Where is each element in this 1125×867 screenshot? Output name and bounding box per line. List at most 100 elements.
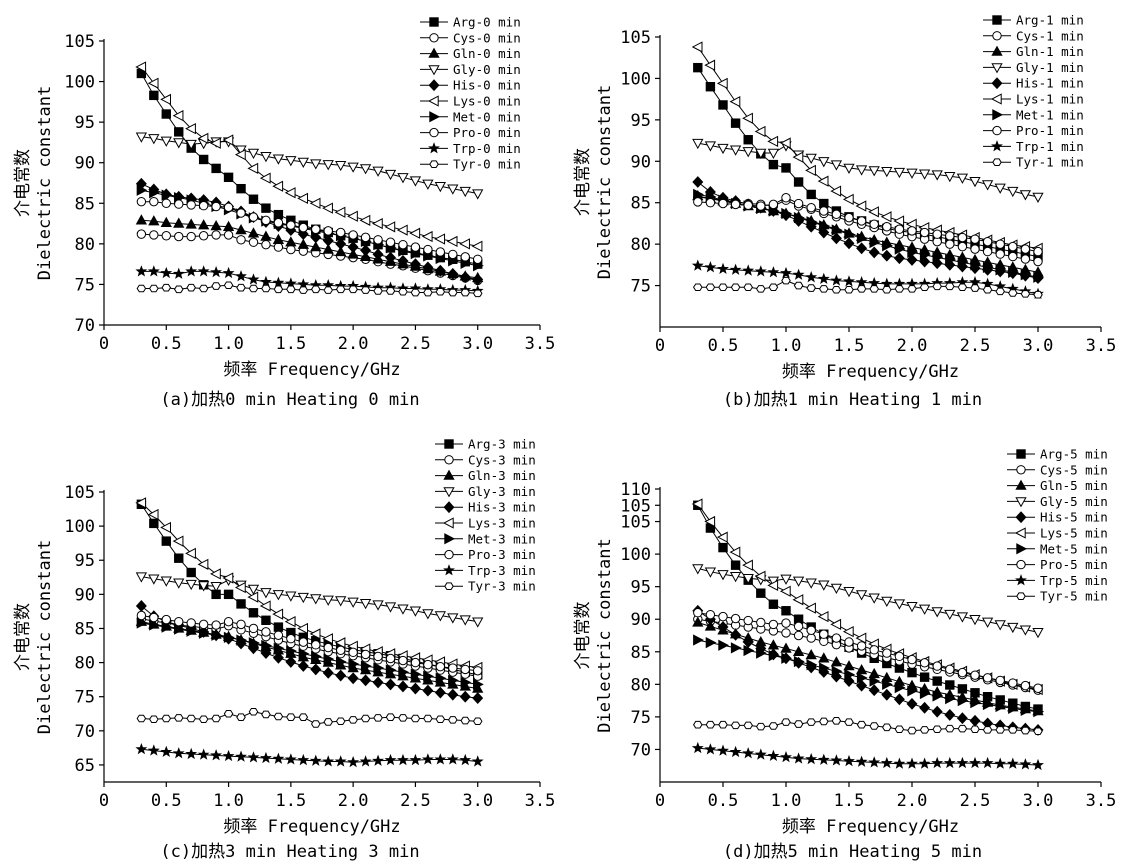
data-point (260, 152, 272, 163)
data-point (248, 237, 259, 247)
data-point (421, 753, 434, 765)
data-point (919, 672, 930, 682)
data-point (729, 145, 742, 156)
y-tick-label: 105 (64, 483, 95, 503)
data-point (273, 630, 284, 640)
data-point (136, 714, 147, 723)
x-tick-label: 2.5 (960, 336, 991, 356)
data-point (844, 212, 854, 223)
legend-label: Gly-3 min (468, 484, 536, 499)
series-line (697, 612, 1039, 689)
y-tick-label: 90 (631, 152, 651, 172)
y-tick-label: 100 (64, 73, 95, 93)
data-point (1008, 289, 1018, 297)
data-point (919, 227, 930, 238)
data-point (1033, 246, 1043, 257)
y-tick-label: 105 (620, 28, 651, 48)
data-point (148, 134, 160, 145)
data-point (730, 642, 742, 654)
series-his (135, 177, 484, 286)
data-point (373, 651, 383, 662)
data-point (298, 648, 310, 660)
series-trp (691, 741, 1044, 771)
data-point (843, 163, 855, 174)
data-point (397, 173, 409, 184)
series-line (697, 639, 1039, 713)
legend-marker (1015, 511, 1027, 524)
data-point (704, 567, 717, 578)
data-point (210, 581, 222, 593)
data-point (247, 584, 260, 595)
data-point (235, 270, 247, 282)
legend-label: Gly-0 min (453, 62, 521, 77)
data-point (421, 230, 433, 243)
x-tick-label: 3.5 (525, 791, 556, 811)
data-point (460, 716, 471, 725)
data-point (285, 591, 297, 602)
data-point (396, 224, 408, 236)
data-point (819, 206, 829, 216)
data-point (806, 625, 816, 635)
series-line (697, 720, 1039, 732)
data-point (410, 288, 421, 297)
legend-marker (1016, 465, 1026, 475)
data-point (893, 599, 906, 610)
data-point (1019, 625, 1032, 636)
data-point (691, 259, 704, 271)
legend-label: Gly-1 min (1016, 60, 1084, 75)
data-point (756, 201, 766, 211)
data-point (906, 757, 918, 769)
data-point (236, 713, 246, 721)
data-point (273, 622, 284, 632)
data-point (347, 672, 359, 685)
data-point (210, 137, 221, 149)
data-point (932, 676, 942, 686)
data-point (893, 252, 905, 265)
y-tick-label: 75 (75, 688, 95, 708)
data-point (945, 664, 955, 675)
series-pro (136, 610, 483, 676)
y-tick-label: 85 (75, 194, 95, 214)
data-point (793, 281, 804, 290)
data-point (793, 198, 804, 209)
data-point (742, 574, 754, 585)
data-point (147, 265, 160, 277)
data-point (994, 183, 1006, 194)
data-point (767, 749, 780, 761)
legend-marker (1016, 559, 1026, 570)
data-point (211, 282, 221, 290)
series-line (141, 219, 478, 279)
data-point (843, 754, 855, 767)
series-line (141, 615, 478, 672)
y-tick-label: 70 (75, 316, 95, 336)
series-line (141, 66, 478, 247)
data-point (869, 219, 879, 229)
series-line (141, 502, 478, 668)
x-tick-label: 1.5 (834, 336, 865, 356)
data-point (969, 714, 981, 727)
data-point (186, 231, 196, 242)
data-point (236, 183, 246, 194)
data-point (384, 602, 397, 613)
data-point (969, 756, 981, 769)
data-point (261, 203, 271, 213)
data-point (792, 151, 804, 163)
data-point (161, 189, 173, 201)
data-point (423, 670, 434, 682)
series-line (697, 197, 1039, 253)
data-point (273, 285, 284, 294)
x-tick-label: 1.0 (213, 791, 244, 811)
data-point (135, 214, 148, 225)
data-point (185, 139, 197, 151)
data-point (729, 263, 742, 275)
legend-marker (444, 455, 454, 465)
data-point (286, 244, 296, 255)
legend-marker (1015, 574, 1027, 586)
data-point (907, 654, 917, 665)
data-point (247, 273, 260, 285)
series-line (140, 504, 478, 676)
data-point (223, 172, 234, 183)
y-axis-label-cn: 介电常数 (13, 149, 33, 217)
data-point (730, 118, 741, 128)
